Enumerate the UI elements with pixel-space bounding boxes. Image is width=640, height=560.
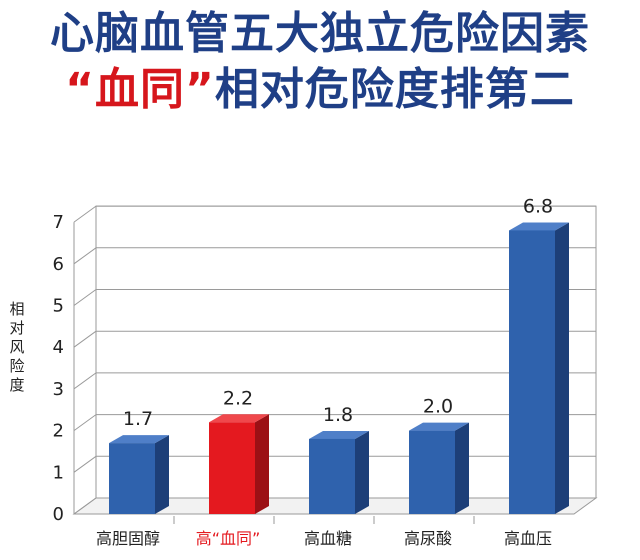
title-rest: 相对危险度排第二 [214,64,575,115]
y-tick-label: 5 [53,296,64,317]
bar-side [255,414,269,514]
gridline-side [73,372,97,390]
x-tick-label: 高血糖 [304,529,352,548]
data-label: 1.8 [323,404,353,426]
x-tick-label: 高尿酸 [404,529,452,548]
gridline-side [73,289,97,306]
y-tick-label: 6 [53,254,64,275]
bar-side [555,222,569,514]
gridline-side [73,497,97,515]
y-tick-label: 3 [53,379,64,400]
bar [109,443,155,514]
bar-top [509,222,569,231]
gridline-side [73,455,97,473]
bar-side [355,430,369,514]
bar [409,430,455,514]
y-tick-label: 0 [53,504,64,525]
y-tick-label: 1 [53,462,64,483]
gridline-side [73,330,97,348]
y-axis-label: 相对风险度 [9,300,25,394]
bar [309,438,355,514]
x-tick-label: 高胆固醇 [96,529,160,548]
x-tick-label: 高血压 [504,529,552,548]
data-label: 6.8 [523,195,553,217]
y-tick-label: 7 [53,212,64,233]
gridline-side [73,205,97,223]
gridline-side [73,247,97,265]
bar-side [155,435,169,514]
bar-side [455,422,469,514]
title-highlight: “血同” [65,64,215,115]
gridline-side [73,414,97,432]
bar-top [409,422,469,431]
title-line-1: 心脑血管五大独立危险因素 [50,8,590,59]
bar-top [109,435,169,444]
y-tick-label: 4 [53,337,64,358]
title-line-2: “血同”相对危险度排第二 [0,62,640,118]
y-tick-label: 2 [53,421,64,442]
x-tick-label: 高“血同” [196,529,261,548]
data-label: 2.0 [423,396,453,418]
data-label: 2.2 [223,387,253,409]
data-label: 1.7 [123,408,153,430]
bar [209,422,255,514]
bar-top [309,430,369,439]
bar [509,230,555,514]
bar-top [209,414,269,423]
